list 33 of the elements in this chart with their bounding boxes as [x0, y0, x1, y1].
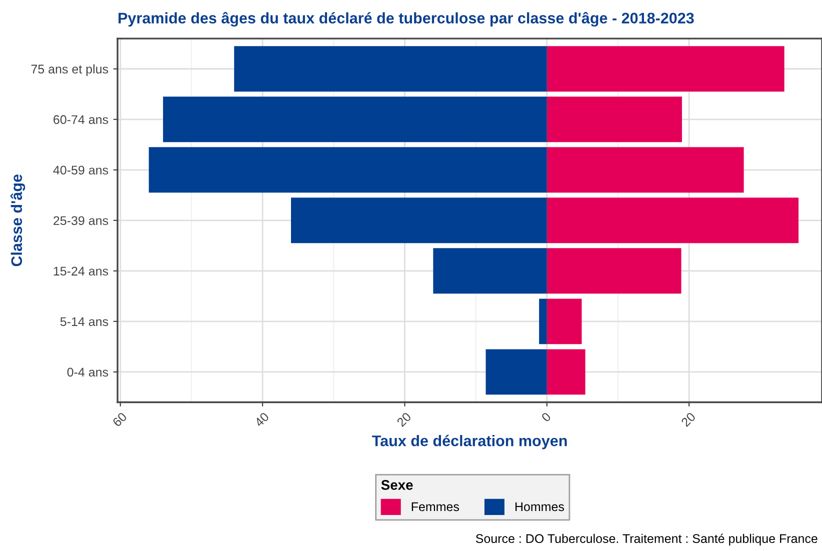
x-tick-label: 60: [112, 412, 128, 428]
x-tick-label: 0: [540, 412, 552, 422]
legend-label: Femmes: [412, 502, 460, 512]
bar: [486, 349, 547, 395]
bar: [546, 147, 744, 193]
y-tick-label: 40-59 ans: [53, 166, 108, 175]
bar: [546, 46, 784, 92]
x-axis-title: Taux de déclaration moyen: [372, 434, 567, 450]
y-tick-label: 15-24 ans: [54, 266, 108, 276]
y-tick-label: 75 ans et plus: [31, 64, 108, 76]
bar: [539, 298, 547, 344]
bar: [546, 96, 682, 142]
bar: [433, 248, 547, 294]
y-tick-label: 60-74 ans: [54, 115, 108, 124]
x-tick-label: 40: [254, 412, 270, 428]
bar: [546, 248, 682, 294]
bar: [546, 198, 799, 244]
bar: [163, 96, 547, 142]
bar: [290, 198, 547, 244]
legend-title: Sexe: [381, 480, 413, 490]
bar: [546, 298, 582, 344]
bar: [546, 349, 586, 395]
legend-label: Hommes: [515, 502, 564, 512]
y-tick-label: 25-39 ans: [54, 216, 108, 226]
y-axis-title: Classe d'âge: [10, 174, 26, 266]
source-note: Source : DO Tuberculose. Traitement : Santé publique France: [476, 534, 818, 546]
x-tick-label: 20: [396, 412, 412, 428]
chart-title: Pyramide des âges du taux déclaré de tuberculose par classe d'âge - 2018-2023: [118, 12, 694, 27]
bar: [148, 147, 547, 193]
x-tick-label: 20: [680, 412, 696, 428]
bar: [234, 46, 547, 92]
y-tick-label: 0-4 ans: [67, 368, 108, 377]
y-tick-label: 5-14 ans: [60, 317, 108, 326]
